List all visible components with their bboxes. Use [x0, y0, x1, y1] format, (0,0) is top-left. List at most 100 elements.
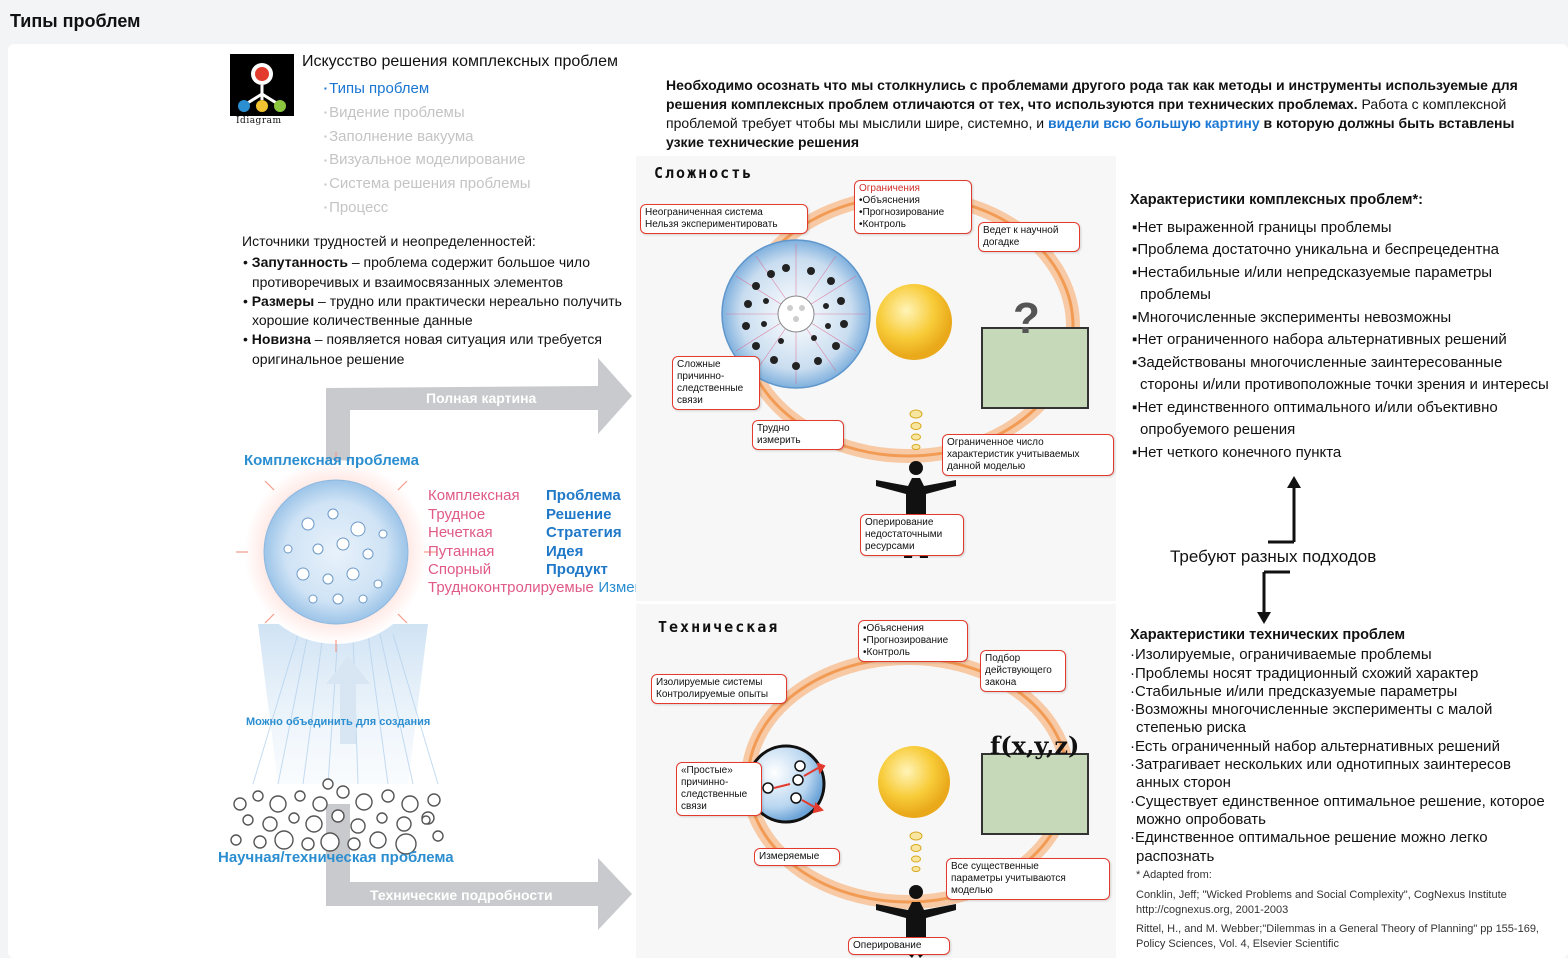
tech-bubbles [230, 778, 444, 855]
sources-block: Источники трудностей и неопределенностей… [242, 232, 642, 369]
left-diagram-graphics [230, 358, 632, 930]
formula-box [981, 753, 1089, 835]
nav-item-problem-types[interactable]: Типы проблем [324, 77, 531, 101]
complex-problem-label: Комплексная проблема [244, 452, 419, 469]
callout-isolated: Изолируемые системы Контролируемые опыты [651, 674, 787, 704]
tech-char-item: ·Возможны многочисленные эксперименты с … [1130, 701, 1493, 737]
logo-label: Idiagram [236, 116, 282, 126]
blue-word: Стратегия [546, 524, 622, 541]
callout-simple: «Простые» причинно- следственные связи [676, 762, 762, 816]
pink-word: Трудное [428, 505, 486, 523]
page-title: Типы проблем [10, 11, 141, 31]
nav-item-vacuum[interactable]: Заполнение вакуума [324, 125, 531, 149]
tech-char-item: ·Стабильные и/или предсказуемые параметр… [1130, 682, 1458, 700]
callout-causal: Сложные причинно- следственные связи [672, 356, 760, 410]
source-item: • Запутанность – проблема содержит больш… [243, 254, 591, 290]
brand-title: Искусство решения комплексных проблем [302, 53, 618, 70]
combine-up-arrow [326, 656, 370, 744]
tech-char-item: ·Затрагивает нескольких или однотипных з… [1130, 756, 1511, 792]
pink-word: Спорный [428, 561, 492, 578]
unknown-box [981, 327, 1089, 409]
arrow-top-label: Полная картина [426, 390, 537, 406]
complex-char-item: ▪Нет выраженной границы проблемы [1132, 218, 1392, 236]
callout-limits: Ограничения •Объяснения •Прогнозирование… [854, 180, 972, 234]
technical-title: Техническая [658, 618, 780, 636]
nav-item-solving-system[interactable]: Система решения проблемы [324, 172, 531, 196]
blue-word: Идея [546, 542, 584, 560]
tech-char-item: ·Есть ограниченный набор альтернативных … [1130, 737, 1500, 755]
references: * Adapted from: Conklin, Jeff; "Wicked P… [1136, 868, 1556, 952]
pink-word: Комплексная [428, 487, 520, 504]
tech-details-arrow [326, 804, 632, 930]
blue-word: Решение [546, 505, 612, 523]
source-text: – проблема содержит большое чило противо… [252, 254, 591, 290]
tech-char-item: ·Проблемы носят традиционный схожий хара… [1130, 664, 1479, 682]
intro-highlight: видели всю большую картину [1047, 115, 1260, 131]
tech-char-item: ·Изолируемые, ограничиваемые проблемы [1130, 646, 1432, 664]
pink-word: Нечеткая [428, 524, 493, 541]
big-picture-arrow [326, 358, 632, 464]
source-text: – появляется новая ситуация или требуетс… [252, 331, 602, 367]
complex-char-item: ▪Нет ограниченного набора альтернативных… [1132, 331, 1507, 348]
tech-chars-heading: Характеристики технических проблем [1130, 627, 1406, 643]
callout-law: Подбор действующего закона [980, 650, 1066, 692]
approaches-label: Требуют разных подходов [1170, 547, 1377, 566]
ref-conklin: Conklin, Jeff; "Wicked Problems and Soci… [1136, 889, 1507, 916]
person-silhouette [876, 885, 956, 958]
callout-measurable: Измеряемые [754, 848, 840, 866]
topic-nav: Типы проблем Видение проблемы Заполнение… [324, 77, 531, 220]
intro-text-2: Работа с комплексной проблемой требует ч… [666, 96, 1507, 131]
pink-word: Трудноконтролируемые [428, 579, 594, 596]
ref-rittel: Rittel, H., and M. Webber;"Dilemmas in a… [1136, 923, 1539, 950]
blue-word-list: Проблема Решение Стратегия Идея Продукт [546, 487, 622, 580]
complex-char-item: ▪Нет единственного оптимального и/или об… [1132, 398, 1498, 439]
intro-paragraph: Необходимо осознать что мы столкнулись с… [666, 76, 1536, 152]
sources-heading: Источники трудностей и неопределенностей… [242, 233, 536, 249]
idiagram-logo: Idiagram [230, 54, 294, 130]
source-item: • Размеры – трудно или практически нереа… [243, 292, 622, 329]
nav-item-visual-modeling[interactable]: Визуальное моделирование [324, 148, 531, 172]
callout-all-existing: Все существенные параметры учитываются м… [946, 858, 1110, 900]
callout-limited-number: Ограниченное число характеристик учитыва… [942, 434, 1114, 476]
callout-unbounded: Неограниченная система Нельзя эксперимен… [640, 204, 808, 234]
intro-bold-2: в которую должны быть вставлены узкие те… [666, 115, 1515, 150]
complex-char-item: ▪Нестабильные и/или непредсказуемые пара… [1132, 263, 1493, 304]
callout-insufficient: Оперирование недостаточными ресурсами [860, 514, 964, 556]
refs-adapted: * Adapted from: [1136, 869, 1212, 881]
callout-limits-title: Ограничения [859, 183, 920, 194]
pink-word: Путанная [428, 542, 495, 560]
question-mark: ? [1013, 294, 1040, 343]
formula: f(x,y,z) [990, 731, 1080, 760]
complex-chars-heading: Характеристики комплексных проблем*: [1130, 192, 1423, 208]
nav-item-process[interactable]: Процесс [324, 196, 531, 220]
arrow-bottom-label: Технические подробности [370, 887, 553, 903]
pink-word-list: Комплексная Трудное Нечеткая Путанная Сп… [428, 487, 520, 580]
sun [876, 284, 952, 360]
nav-item-vision[interactable]: Видение проблемы [324, 101, 531, 125]
tech-problem-label: Научная/техническая проблема [218, 849, 454, 866]
complex-char-item: ▪Проблема достаточно уникальна и беспрец… [1132, 241, 1499, 258]
intro-bold-1: Необходимо осознать что мы столкнулись с… [666, 77, 1518, 112]
complex-char-item: ▪Нет четкого конечного пункта [1132, 443, 1342, 461]
blue-word: Продукт [546, 561, 608, 578]
approach-arrows [1257, 476, 1301, 624]
tech-chars: Характеристики технических проблем ·Изол… [1130, 626, 1550, 866]
source-term: Размеры [251, 292, 315, 309]
source-text: – трудно или практически нереально получ… [252, 292, 622, 329]
complex-char-item: ▪Задействованы многочисленные заинтересо… [1132, 353, 1549, 394]
tech-char-item: ·Единственное оптимальное решение можно … [1130, 829, 1488, 865]
callout-explain: •Объяснения •Прогнозирование •Контроль [858, 620, 968, 662]
blue-word: Проблема [546, 487, 621, 504]
source-item: • Новизна – появляется новая ситуация ил… [243, 331, 602, 367]
combine-label: Можно объединить для создания [246, 716, 431, 728]
callout-operating: Оперирование [848, 937, 950, 955]
source-term: Новизна [251, 331, 311, 348]
callout-limits-items: •Объяснения •Прогнозирование •Контроль [859, 195, 945, 230]
callout-hard-measure: Трудно измерить [752, 420, 844, 450]
source-term: Запутанность [251, 254, 348, 271]
content-card: Idiagram Искусство решения комплексных п… [8, 44, 1568, 958]
tech-char-item: ·Существует единственное оптимальное реш… [1130, 792, 1545, 828]
complex-char-item: ▪Многочисленные эксперименты невозможны [1132, 308, 1452, 326]
complex-sphere [263, 479, 409, 625]
callout-scientific: Ведет к научной догадке [978, 222, 1080, 252]
